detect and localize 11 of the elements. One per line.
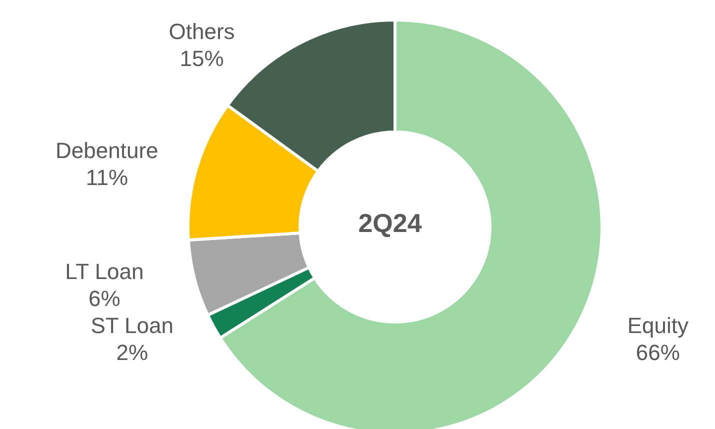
data-label: 15% bbox=[180, 46, 224, 71]
data-label: 6% bbox=[88, 286, 120, 312]
data-label: 66% bbox=[636, 340, 680, 365]
slice-label: ST Loan bbox=[90, 312, 174, 338]
slice-label: Debenture bbox=[56, 138, 158, 163]
slice-label: Equity bbox=[627, 312, 688, 338]
slice-label: Others bbox=[168, 19, 235, 44]
data-label: 11% bbox=[86, 164, 128, 190]
slice-label: LT Loan bbox=[65, 259, 144, 284]
text: 2Q24 bbox=[358, 208, 422, 238]
data-label: 2% bbox=[116, 340, 148, 365]
